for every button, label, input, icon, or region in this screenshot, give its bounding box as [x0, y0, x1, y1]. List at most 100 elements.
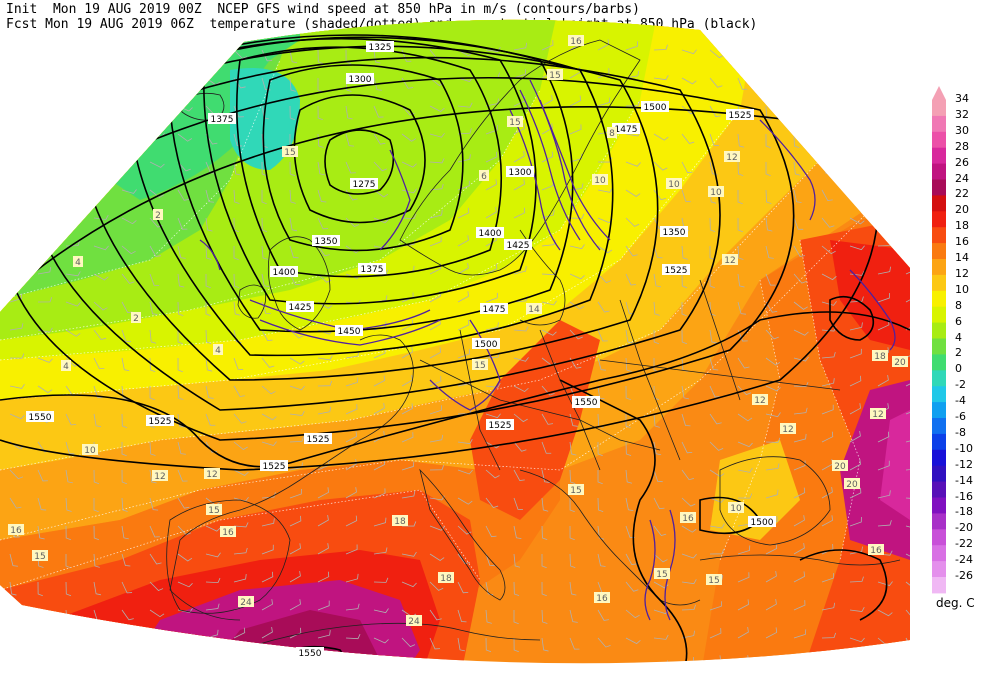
label-box — [728, 502, 744, 513]
wind-barb — [233, 161, 241, 176]
wind-barb — [261, 329, 273, 342]
legend-swatch — [932, 322, 946, 339]
wind-barb — [261, 544, 274, 555]
wind-barb — [65, 123, 77, 135]
wind-barb — [850, 666, 864, 672]
label-text: 18 — [394, 517, 406, 527]
wind-barb — [374, 666, 388, 673]
wind-barb — [653, 133, 669, 141]
label-box — [270, 266, 298, 277]
wind-barb — [177, 385, 184, 400]
wind-barb — [373, 547, 388, 555]
wind-barb — [261, 441, 277, 446]
wind-barb — [205, 525, 221, 532]
label-text: 1400 — [273, 268, 296, 278]
wind-barb — [905, 291, 910, 303]
wind-barb — [737, 273, 745, 288]
legend-label: -14 — [955, 473, 973, 487]
wind-barb — [793, 515, 805, 527]
label-text: 10 — [84, 446, 96, 456]
wind-barb — [457, 262, 469, 275]
wind-barb — [177, 133, 193, 142]
wind-barb — [625, 189, 641, 197]
wind-barb — [93, 357, 105, 370]
wind-barb — [261, 217, 268, 233]
wind-barb — [402, 666, 413, 676]
label-text: 1350 — [663, 228, 686, 238]
legend-swatch — [932, 259, 946, 276]
wind-barb — [317, 571, 330, 583]
wind-barb — [429, 347, 442, 359]
wind-barb — [205, 49, 221, 56]
wind-barb — [9, 71, 24, 79]
wind-barb — [37, 525, 45, 540]
legend-label: 2 — [955, 346, 962, 360]
wind-barb — [429, 236, 442, 247]
wind-barb — [65, 413, 77, 426]
wind-barb — [429, 105, 445, 112]
wind-barb — [765, 357, 781, 366]
wind-barb — [793, 356, 809, 362]
label-text: 2 — [155, 211, 161, 221]
wind-barb — [149, 609, 165, 618]
wind-barb — [93, 497, 99, 513]
wind-barb — [65, 210, 80, 219]
wind-barb — [65, 469, 73, 484]
wind-barb — [121, 39, 134, 51]
label-box — [26, 411, 54, 422]
label-text: 1525 — [665, 266, 688, 276]
wind-barb — [317, 406, 332, 415]
wind-barb — [541, 40, 554, 51]
wind-barb — [709, 601, 723, 611]
temp-band-0 — [230, 68, 300, 170]
wind-barb — [65, 637, 74, 652]
wind-barb — [149, 385, 155, 401]
label-box — [8, 524, 24, 535]
wind-barb — [457, 77, 473, 82]
wind-barb — [737, 301, 747, 315]
wind-barb — [737, 467, 753, 473]
label-box — [476, 227, 504, 238]
wind-barb — [541, 151, 554, 163]
label-box — [335, 325, 363, 336]
wind-barb — [681, 301, 687, 317]
wind-barb — [317, 161, 325, 176]
wind-barb — [793, 629, 807, 639]
wind-barb — [429, 434, 444, 443]
wind-barb — [65, 441, 75, 455]
wind-barb — [821, 105, 829, 120]
wind-barb — [9, 235, 22, 247]
legend-label: 18 — [955, 219, 969, 233]
label-box — [312, 235, 340, 246]
label-text: 20 — [834, 462, 846, 472]
wind-barb — [905, 319, 910, 331]
wind-barb — [9, 497, 22, 509]
wind-barb — [849, 375, 862, 387]
legend-swatch — [932, 306, 946, 324]
wind-barb — [485, 609, 492, 624]
legend-swatch — [932, 243, 946, 260]
wind-barb — [681, 604, 696, 611]
label-box — [392, 515, 408, 526]
wind-barb — [457, 349, 470, 359]
legend-label: -20 — [955, 521, 973, 535]
wind-barb — [121, 357, 130, 372]
legend-label: -10 — [955, 441, 973, 455]
wind-barb — [289, 515, 302, 527]
wind-barb — [233, 655, 245, 664]
wind-barb — [430, 666, 438, 678]
wind-barb — [177, 217, 188, 230]
wind-barb — [597, 357, 607, 371]
legend-label: 6 — [955, 314, 962, 328]
wind-barb — [653, 161, 668, 171]
wind-barb — [317, 380, 333, 387]
wind-barb — [877, 375, 889, 387]
wind-barb — [37, 208, 50, 219]
wind-barb — [486, 666, 491, 680]
wind-barb — [149, 525, 160, 538]
border-1 — [419, 359, 661, 451]
label-text: 10 — [730, 504, 742, 514]
wind-barb — [485, 322, 499, 331]
wind-barb — [261, 518, 275, 527]
wind-barb — [821, 301, 837, 306]
